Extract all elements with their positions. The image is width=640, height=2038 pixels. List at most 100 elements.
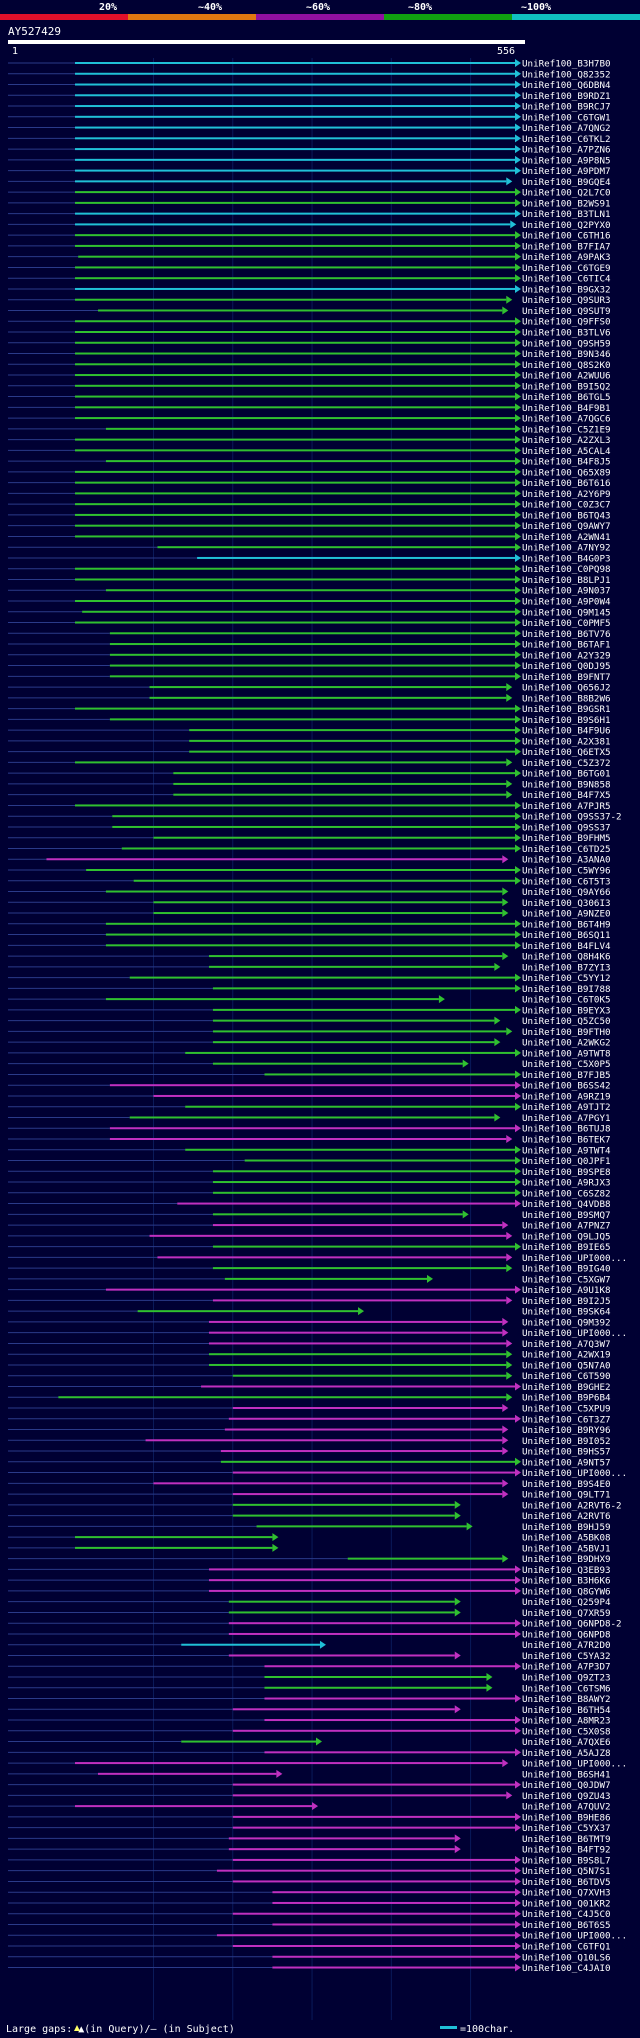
hit-label[interactable]: UniRef100_A7PJR5	[522, 801, 611, 812]
hit-label[interactable]: UniRef100_B3TLN1	[522, 209, 611, 220]
hit-label[interactable]: UniRef100_A7QNG2	[522, 123, 611, 134]
hit-label[interactable]: UniRef100_B8AWY2	[522, 1694, 611, 1705]
hit-label[interactable]: UniRef100_B9I052	[522, 1436, 611, 1447]
hit-label[interactable]: UniRef100_C5YA32	[522, 1651, 611, 1662]
hit-label[interactable]: UniRef100_B9RDZ1	[522, 91, 611, 102]
hit-label[interactable]: UniRef100_B9HJ59	[522, 1522, 611, 1533]
hit-label[interactable]: UniRef100_B6T616	[522, 478, 611, 489]
hit-label[interactable]: UniRef100_B4F9U6	[522, 726, 611, 737]
hit-label[interactable]: UniRef100_Q306I3	[522, 898, 611, 909]
hit-label[interactable]: UniRef100_C6TH16	[522, 231, 611, 242]
hit-label[interactable]: UniRef100_B9S8L7	[522, 1855, 611, 1866]
hit-label[interactable]: UniRef100_B9FNT7	[522, 672, 611, 683]
hit-label[interactable]: UniRef100_B9GX32	[522, 284, 611, 295]
hit-label[interactable]: UniRef100_C6T590	[522, 1371, 611, 1382]
hit-label[interactable]: UniRef100_A2WUU6	[522, 371, 611, 382]
hit-label[interactable]: UniRef100_A9NZE0	[522, 909, 611, 920]
hit-label[interactable]: UniRef100_C6TGW1	[522, 112, 611, 123]
hit-label[interactable]: UniRef100_UPI000...	[522, 1931, 627, 1942]
hit-label[interactable]: UniRef100_A7NY92	[522, 543, 611, 554]
hit-label[interactable]: UniRef100_B9I5Q2	[522, 381, 611, 392]
hit-label[interactable]: UniRef100_Q0JPF1	[522, 1156, 611, 1167]
hit-label[interactable]: UniRef100_C6T3Z7	[522, 1414, 611, 1425]
hit-label[interactable]: UniRef100_B8LPJ1	[522, 575, 611, 586]
hit-label[interactable]: UniRef100_B9DHX9	[522, 1554, 611, 1565]
hit-label[interactable]: UniRef100_Q9LJQ5	[522, 1231, 611, 1242]
hit-label[interactable]: UniRef100_A2ZXL3	[522, 435, 611, 446]
hit-label[interactable]: UniRef100_B9GSR1	[522, 704, 611, 715]
hit-label[interactable]: UniRef100_B6SS42	[522, 1081, 611, 1092]
hit-label[interactable]: UniRef100_B6TDV5	[522, 1877, 611, 1888]
hit-label[interactable]: UniRef100_C6TIC4	[522, 274, 611, 285]
hit-label[interactable]: UniRef100_B9I2J5	[522, 1296, 611, 1307]
hit-label[interactable]: UniRef100_Q6NPD8-2	[522, 1619, 622, 1630]
hit-label[interactable]: UniRef100_B9SK64	[522, 1307, 611, 1318]
hit-label[interactable]: UniRef100_C6TD25	[522, 844, 611, 855]
hit-label[interactable]: UniRef100_B9IE65	[522, 1242, 611, 1253]
hit-label[interactable]: UniRef100_C6SZ82	[522, 1188, 611, 1199]
hit-label[interactable]: UniRef100_C0PMF5	[522, 618, 611, 629]
hit-label[interactable]: UniRef100_C6TSM6	[522, 1683, 611, 1694]
hit-label[interactable]: UniRef100_C4J5C0	[522, 1909, 611, 1920]
hit-label[interactable]: UniRef100_A2Y329	[522, 650, 611, 661]
hit-label[interactable]: UniRef100_A9TJT2	[522, 1102, 611, 1113]
hit-label[interactable]: UniRef100_C5X0S8	[522, 1726, 611, 1737]
hit-label[interactable]: UniRef100_B9S6H1	[522, 715, 611, 726]
hit-label[interactable]: UniRef100_B6TG01	[522, 769, 611, 780]
hit-label[interactable]: UniRef100_C6TKL2	[522, 134, 611, 145]
hit-label[interactable]: UniRef100_Q10LS6	[522, 1952, 611, 1963]
hit-label[interactable]: UniRef100_B4F8J5	[522, 457, 611, 468]
hit-label[interactable]: UniRef100_B9P6B4	[522, 1393, 611, 1404]
hit-label[interactable]: UniRef100_A7QUV2	[522, 1802, 611, 1813]
hit-label[interactable]: UniRef100_B9N858	[522, 779, 611, 790]
hit-label[interactable]: UniRef100_Q9SS37	[522, 822, 611, 833]
hit-label[interactable]: UniRef100_A9U1K8	[522, 1285, 611, 1296]
hit-label[interactable]: UniRef100_B4F7X5	[522, 790, 611, 801]
hit-label[interactable]: UniRef100_UPI000...	[522, 1759, 627, 1770]
hit-label[interactable]: UniRef100_C6T5T3	[522, 876, 611, 887]
hit-label[interactable]: UniRef100_B6TV76	[522, 629, 611, 640]
hit-label[interactable]: UniRef100_C6T0K5	[522, 995, 611, 1006]
hit-label[interactable]: UniRef100_C5XPU9	[522, 1404, 611, 1415]
hit-label[interactable]: UniRef100_A8MR23	[522, 1716, 611, 1727]
hit-label[interactable]: UniRef100_Q6DBN4	[522, 80, 611, 91]
hit-label[interactable]: UniRef100_Q9SH59	[522, 338, 611, 349]
hit-label[interactable]: UniRef100_A7QGC6	[522, 414, 611, 425]
hit-label[interactable]: UniRef100_Q9SUR3	[522, 295, 611, 306]
hit-label[interactable]: UniRef100_Q6NPD8	[522, 1629, 611, 1640]
hit-label[interactable]: UniRef100_A9NT57	[522, 1457, 611, 1468]
hit-label[interactable]: UniRef100_Q01KR2	[522, 1898, 611, 1909]
hit-label[interactable]: UniRef100_C5YX37	[522, 1823, 611, 1834]
hit-label[interactable]: UniRef100_UPI000...	[522, 1253, 627, 1264]
hit-label[interactable]: UniRef100_A9TWT4	[522, 1145, 611, 1156]
hit-label[interactable]: UniRef100_B9RCJ7	[522, 102, 611, 113]
hit-label[interactable]: UniRef100_Q9M392	[522, 1317, 611, 1328]
hit-label[interactable]: UniRef100_A7PGY1	[522, 1113, 611, 1124]
hit-label[interactable]: UniRef100_A5BVJ1	[522, 1543, 611, 1554]
hit-label[interactable]: UniRef100_Q0DJ95	[522, 661, 611, 672]
hit-label[interactable]: UniRef100_Q9M145	[522, 607, 611, 618]
hit-label[interactable]: UniRef100_A2WX19	[522, 1350, 611, 1361]
hit-label[interactable]: UniRef100_Q9SUT9	[522, 306, 611, 317]
hit-label[interactable]: UniRef100_UPI000...	[522, 1328, 627, 1339]
hit-label[interactable]: UniRef100_B9FTH0	[522, 1027, 611, 1038]
hit-label[interactable]: UniRef100_B7ZYI3	[522, 962, 611, 973]
hit-label[interactable]: UniRef100_A2Y6P9	[522, 489, 611, 500]
hit-label[interactable]: UniRef100_B9RY96	[522, 1425, 611, 1436]
hit-label[interactable]: UniRef100_A5BK08	[522, 1533, 611, 1544]
hit-label[interactable]: UniRef100_Q7XR59	[522, 1608, 611, 1619]
hit-label[interactable]: UniRef100_B6T6S5	[522, 1920, 611, 1931]
hit-label[interactable]: UniRef100_B6TH54	[522, 1705, 611, 1716]
hit-label[interactable]: UniRef100_Q656J2	[522, 683, 611, 694]
hit-label[interactable]: UniRef100_Q259P4	[522, 1597, 611, 1608]
hit-label[interactable]: UniRef100_A2X381	[522, 736, 611, 747]
hit-label[interactable]: UniRef100_A9RJX3	[522, 1178, 611, 1189]
hit-label[interactable]: UniRef100_C5Z1E9	[522, 424, 611, 435]
hit-label[interactable]: UniRef100_A2RVT6-2	[522, 1500, 622, 1511]
hit-label[interactable]: UniRef100_Q0JDW7	[522, 1780, 611, 1791]
hit-label[interactable]: UniRef100_B8B2W6	[522, 693, 611, 704]
hit-label[interactable]: UniRef100_B6TAF1	[522, 640, 611, 651]
hit-label[interactable]: UniRef100_A9N037	[522, 586, 611, 597]
hit-label[interactable]: UniRef100_Q4VDB8	[522, 1199, 611, 1210]
hit-label[interactable]: UniRef100_Q9AY66	[522, 887, 611, 898]
